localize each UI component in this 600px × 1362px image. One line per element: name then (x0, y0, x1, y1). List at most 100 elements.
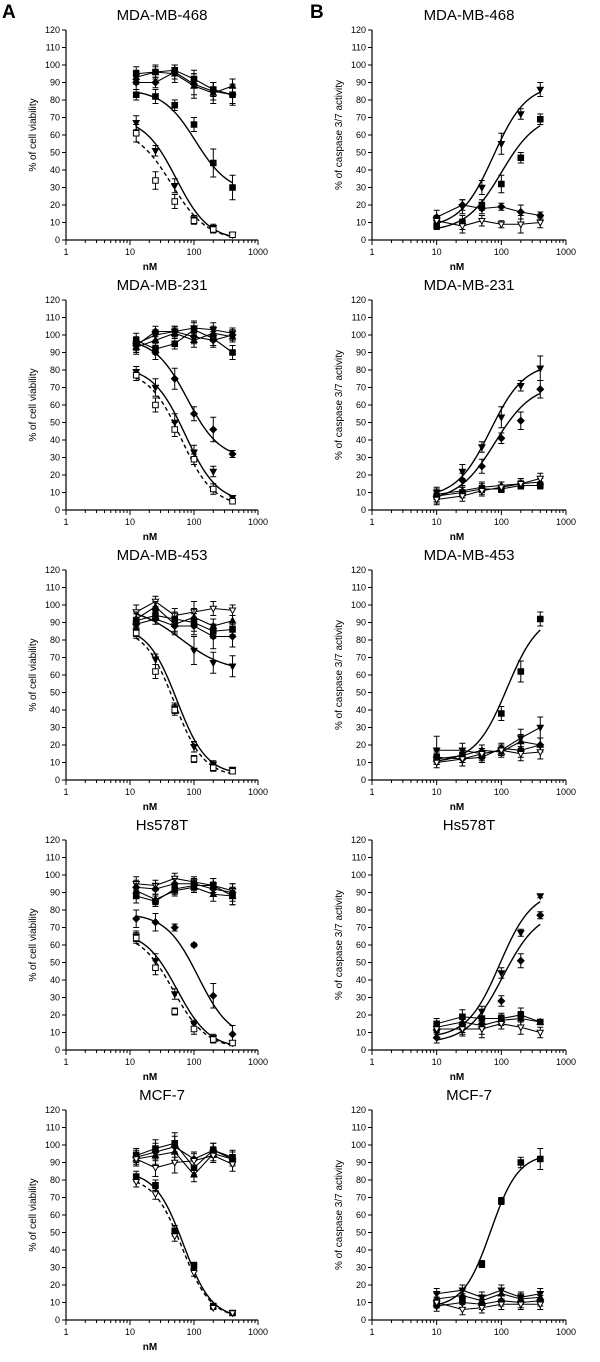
data-point (171, 101, 179, 109)
series-3 (132, 325, 237, 355)
data-point (171, 426, 179, 433)
y-tick-label: 100 (351, 870, 366, 880)
series-line (135, 330, 233, 346)
series-line (436, 204, 541, 218)
data-point (536, 749, 545, 757)
y-tick-label: 80 (50, 1175, 60, 1185)
x-axis-label: nM (450, 532, 464, 543)
fit-curve (135, 613, 233, 667)
y-axis-label: % of cell viability (28, 368, 39, 441)
y-tick-label: 70 (356, 653, 366, 663)
data-point (498, 710, 505, 717)
y-tick-label: 30 (356, 1263, 366, 1273)
series-5 (432, 472, 545, 506)
fit-curve (436, 629, 541, 762)
data-point (498, 1197, 505, 1205)
series-line (136, 614, 233, 632)
y-tick-label: 10 (50, 488, 60, 498)
fit-curve (135, 140, 233, 238)
data-point (229, 1039, 236, 1047)
series-line (436, 220, 541, 227)
data-point (497, 484, 506, 492)
data-point (151, 918, 160, 927)
data-point (190, 217, 198, 225)
x-axis-label: nM (143, 1072, 157, 1083)
series-line (436, 1300, 541, 1307)
y-tick-label: 20 (50, 740, 60, 750)
data-point (209, 336, 218, 345)
y-tick-label: 50 (356, 418, 366, 428)
data-point (170, 374, 179, 383)
data-point (209, 632, 218, 641)
x-tick-label: 1 (369, 1057, 374, 1067)
data-point (228, 1310, 237, 1318)
data-point (209, 991, 218, 1000)
data-point (229, 497, 236, 505)
data-point (132, 371, 140, 379)
series-line (436, 1289, 541, 1298)
y-tick-label: 120 (351, 835, 366, 845)
data-point (497, 970, 506, 978)
data-point (432, 747, 441, 755)
data-point (432, 1033, 441, 1042)
x-axis-label: nM (143, 532, 157, 543)
x-tick-label: 100 (186, 517, 201, 527)
series-5 (432, 1296, 545, 1316)
data-point (516, 111, 525, 119)
y-tick-label: 10 (356, 218, 366, 228)
data-point (516, 1301, 525, 1309)
x-tick-label: 1000 (248, 787, 268, 797)
data-point (151, 148, 160, 156)
data-point (516, 930, 525, 938)
y-tick-label: 110 (46, 853, 60, 863)
y-tick-label: 90 (50, 78, 60, 88)
y-tick-label: 30 (356, 453, 366, 463)
y-tick-label: 20 (356, 1010, 366, 1020)
data-point (209, 468, 218, 476)
fit-curve (436, 369, 541, 493)
y-tick-label: 60 (356, 1210, 366, 1220)
data-point (229, 184, 236, 191)
x-tick-label: 10 (125, 247, 135, 257)
y-tick-label: 100 (45, 1140, 60, 1150)
x-tick-label: 10 (125, 1327, 135, 1337)
data-point (132, 1156, 141, 1164)
data-point (152, 93, 159, 100)
series-line (436, 477, 541, 501)
y-tick-label: 10 (50, 218, 60, 228)
x-tick-label: 1000 (248, 247, 268, 257)
series-line (136, 1146, 233, 1160)
y-tick-label: 80 (356, 905, 366, 915)
y-tick-label: 70 (356, 383, 366, 393)
y-tick-label: 90 (356, 618, 366, 628)
series-7 (132, 369, 236, 505)
chart-title: MDA-MB-453 (117, 547, 208, 564)
data-point (536, 724, 545, 732)
x-axis-label: nM (450, 262, 464, 273)
series-3 (432, 734, 545, 765)
y-tick-label: 70 (356, 923, 366, 933)
y-tick-label: 30 (356, 723, 366, 733)
data-point (228, 449, 237, 459)
y-tick-label: 20 (356, 200, 366, 210)
series-line (436, 1023, 541, 1034)
y-tick-label: 30 (50, 723, 60, 733)
y-tick-label: 80 (356, 1175, 366, 1185)
x-tick-label: 10 (432, 787, 442, 797)
series-1 (432, 355, 545, 499)
data-point (209, 485, 217, 493)
data-point (171, 1008, 179, 1015)
y-tick-label: 120 (351, 295, 366, 305)
y-tick-label: 80 (50, 905, 60, 915)
data-point (458, 468, 467, 476)
y-tick-label: 0 (55, 1045, 60, 1055)
data-point (132, 914, 141, 923)
series-4 (132, 878, 236, 907)
y-tick-label: 100 (45, 330, 60, 340)
x-tick-label: 100 (494, 247, 509, 257)
y-tick-label: 20 (356, 740, 366, 750)
data-point (536, 911, 545, 920)
y-tick-label: 70 (50, 383, 60, 393)
series-2 (433, 113, 544, 230)
